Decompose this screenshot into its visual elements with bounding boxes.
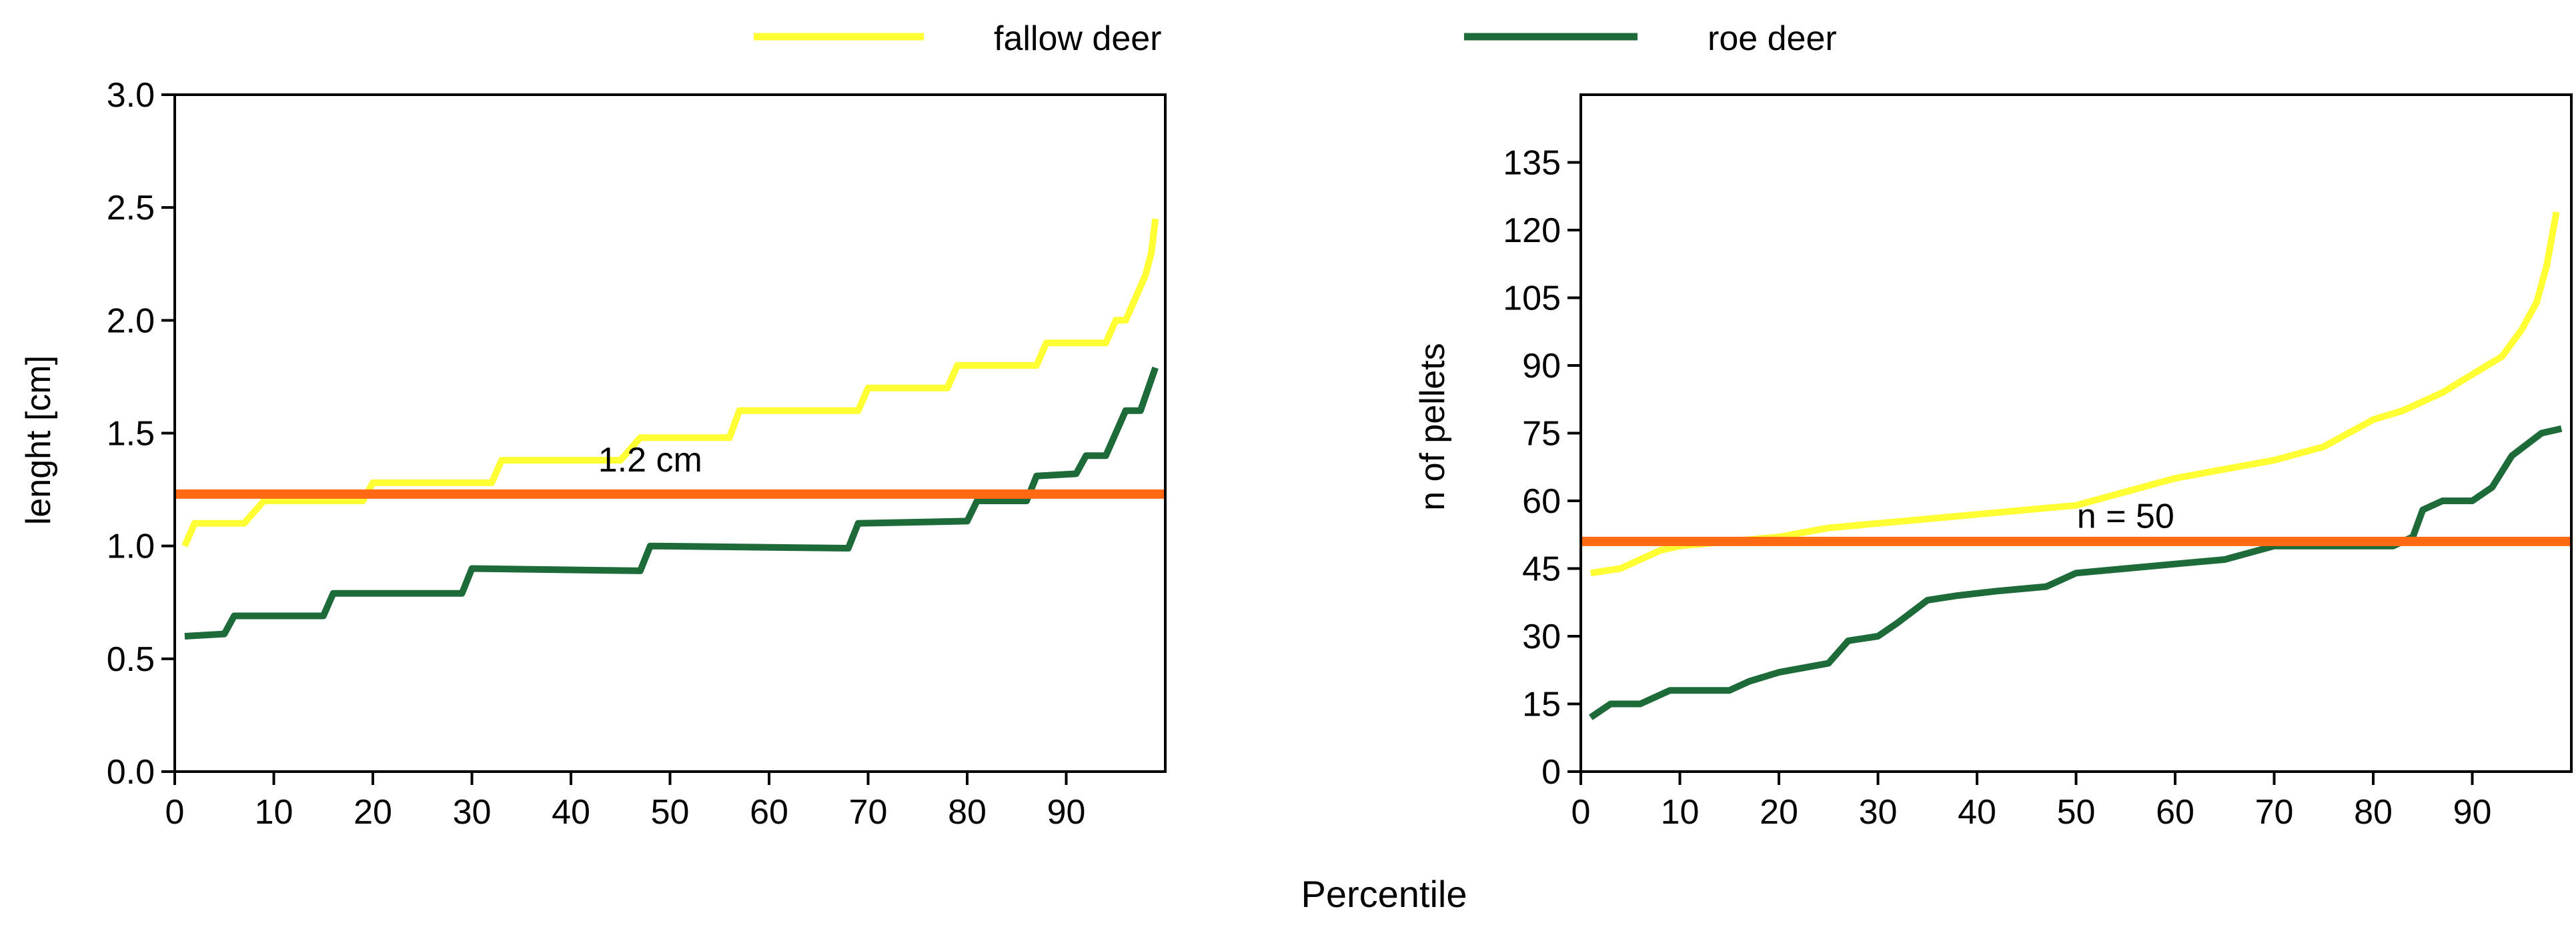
pellets-xtick-label: 0 (1571, 793, 1591, 832)
pellets-chart: n of pellets 0 15 30 45 60 75 90 105 120 135 0 10 20… (1413, 93, 2573, 832)
length-xtick-label: 30 (453, 793, 492, 832)
pellets-series-fallow-deer (1590, 211, 2560, 577)
length-chart: lenght [cm] 0.0 0.5 1.0 1.5 2.0 2.5 3.0 0 10 20 30… (19, 76, 1167, 832)
pellets-ytick-label: 105 (1503, 279, 1561, 318)
length-xtick-label: 40 (552, 793, 590, 832)
pellets-y-axis-label: n of pellets (1413, 343, 1452, 511)
length-xtick-label: 70 (849, 793, 888, 832)
pellets-xtick-label: 90 (2453, 793, 2492, 832)
length-xtick-label: 50 (651, 793, 690, 832)
pellets-ticks: 0 15 30 45 60 75 90 105 120 135 0 10 20 30 40 50 60 70 80 9… (1503, 144, 2491, 832)
pellets-xtick-label: 20 (1760, 793, 1798, 832)
pellets-ytick-label: 45 (1522, 550, 1561, 589)
pellets-ytick-label: 30 (1522, 618, 1561, 656)
pellets-series-roe-deer (1588, 425, 2563, 720)
pellets-ytick-label: 60 (1522, 482, 1561, 521)
length-xtick-label: 80 (948, 793, 987, 832)
pellets-threshold-annotation: n = 50 (2077, 498, 2174, 536)
legend-label-fallow-deer: fallow deer (994, 19, 1161, 58)
pellets-xtick-label: 60 (2156, 793, 2194, 832)
length-plot-frame (173, 93, 1167, 773)
shared-x-axis-label: Percentile (1301, 873, 1467, 915)
length-ytick-label: 3.0 (107, 76, 155, 115)
pellets-xtick-label: 50 (2057, 793, 2096, 832)
length-y-axis-label: lenght [cm] (19, 355, 58, 525)
pellets-ytick-label: 90 (1522, 347, 1561, 385)
length-threshold-annotation: 1.2 cm (598, 441, 702, 480)
length-xtick-label: 60 (750, 793, 788, 832)
length-ytick-label: 0.5 (107, 640, 155, 679)
length-xtick-label: 20 (354, 793, 392, 832)
pellets-ytick-label: 120 (1503, 211, 1561, 250)
length-ytick-label: 2.5 (107, 189, 155, 227)
length-ytick-label: 0.0 (107, 753, 155, 792)
legend-label-roe-deer: roe deer (1708, 19, 1837, 58)
length-ytick-label: 1.0 (107, 528, 155, 566)
pellets-xtick-label: 30 (1859, 793, 1898, 832)
length-series-fallow-deer (181, 218, 1159, 548)
pellets-xtick-label: 40 (1958, 793, 1996, 832)
length-ytick-label: 1.5 (107, 415, 155, 453)
length-ytick-label: 2.0 (107, 301, 155, 340)
pellets-xtick-label: 10 (1661, 793, 1700, 832)
length-ticks: 0.0 0.5 1.0 1.5 2.0 2.5 3.0 0 10 20 30 40 50 60 70 80 90 (107, 76, 1086, 832)
pellets-ytick-label: 75 (1522, 415, 1561, 453)
length-xtick-label: 90 (1047, 793, 1086, 832)
length-series (181, 218, 1159, 640)
pellets-ytick-label: 15 (1522, 686, 1561, 724)
pellets-ytick-label: 135 (1503, 144, 1561, 183)
pellets-series (1588, 211, 2563, 720)
length-series-roe-deer (184, 366, 1159, 640)
pellets-plot-frame (1579, 93, 2573, 773)
pellets-xtick-label: 80 (2354, 793, 2393, 832)
pellets-xtick-label: 70 (2255, 793, 2294, 832)
legend: fallow deer roe deer (754, 19, 1837, 58)
length-xtick-label: 0 (165, 793, 185, 832)
length-xtick-label: 10 (255, 793, 293, 832)
pellets-ytick-label: 0 (1541, 753, 1561, 792)
